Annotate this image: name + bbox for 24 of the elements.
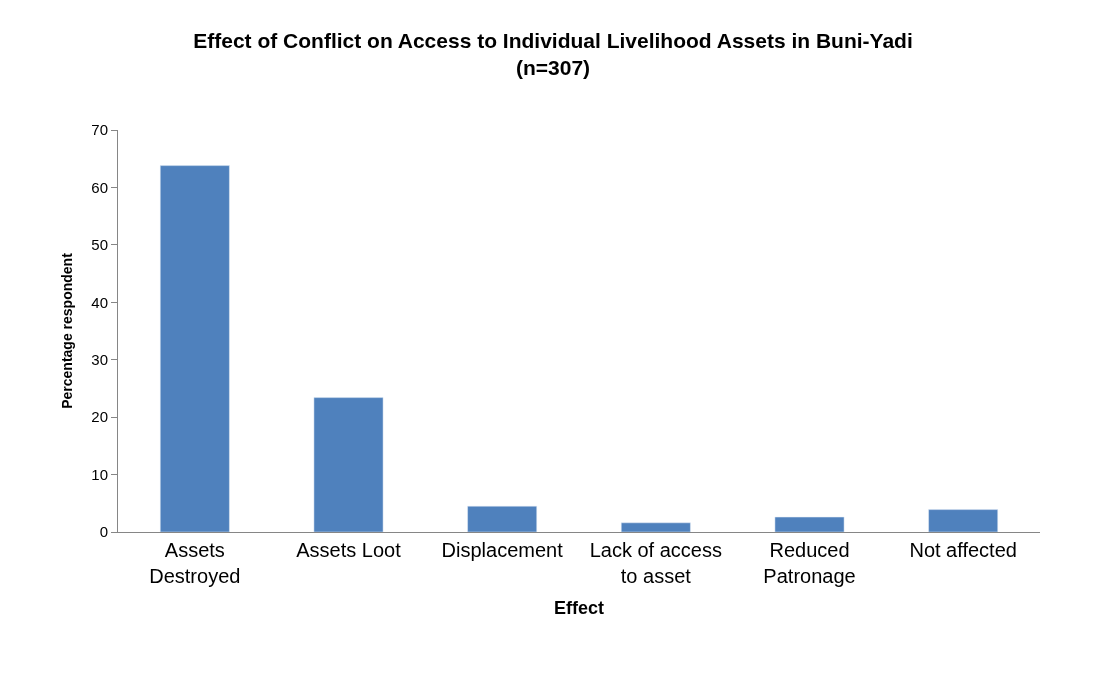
y-tick-label: 20 [91,408,108,426]
x-tick-label: Assets Loot [296,539,402,561]
y-tick-label: 30 [91,350,108,368]
bar [621,522,691,532]
y-tick-label: 70 [91,121,108,139]
x-tick-label: Not affected [909,539,1017,561]
y-tick-label: 10 [91,465,108,483]
y-tick-label: 0 [99,523,108,541]
chart-title: Effect of Conflict on Access to Individual Livelihood Assets in Buni-Yadi [193,28,913,52]
x-tick-label: Reduced Patronage [763,539,856,587]
bar [467,505,537,532]
y-tick-label: 60 [91,178,108,196]
y-axis-title: Percentage respondent [58,252,75,409]
chart-subtitle: (n=307) [515,56,591,80]
x-tick-label: Displacement [441,539,564,561]
bar [313,397,384,532]
x-tick-label: Lack of access to asset [589,539,722,587]
bar [928,509,998,532]
bar [774,516,845,532]
y-tick-label: 40 [91,293,108,311]
y-tick-label: 50 [91,236,108,254]
bar [160,165,230,532]
x-tick-label: Assets Destroyed [149,539,241,587]
x-axis-title: Effect [553,598,605,619]
